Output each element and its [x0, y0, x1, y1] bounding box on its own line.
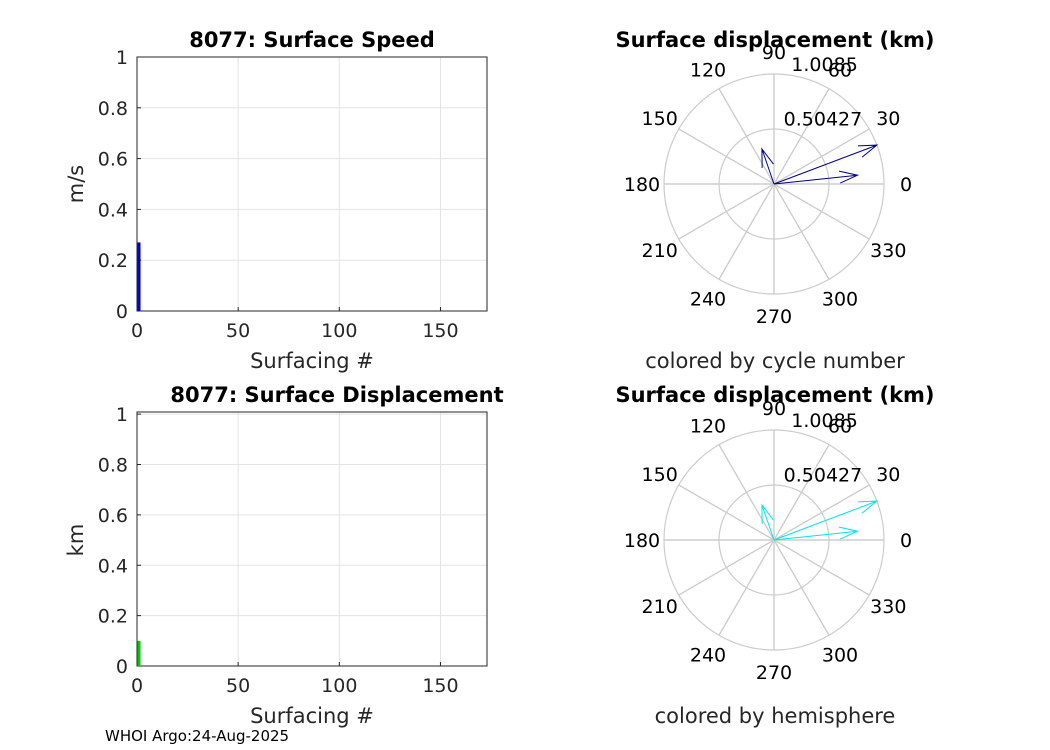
- speed-xlabel: Surfacing #: [250, 349, 374, 373]
- polar-cycle-title: Surface displacement (km): [615, 28, 934, 52]
- displacement-panel: 8077: Surface Displacement 0 50 100 150 0 0.2…: [64, 383, 504, 728]
- polar-angle-label: 240: [690, 288, 726, 310]
- displacement-ytick-label: 0.4: [98, 555, 128, 577]
- speed-ytick-label: 0.6: [98, 149, 128, 171]
- polar-ring-label: 0.50427: [784, 465, 863, 487]
- polar-cycle-plot: 0 30 60 90 120 150 180 210 240 270 300 330 0.50427 1.…: [624, 42, 912, 328]
- polar-hemisphere-plot: 0 30 60 90 120 150 180 210 240 270 300 330 0.50427 1.…: [624, 398, 912, 684]
- polar-arrow: [761, 503, 775, 541]
- displacement-xtick-label: 0: [131, 675, 143, 697]
- displacement-bars: [137, 640, 141, 666]
- speed-ytick-label: 0.8: [98, 98, 128, 120]
- speed-axes-box: [136, 56, 488, 312]
- displacement-ytick-label: 0.8: [98, 455, 128, 477]
- polar-angle-label: 0: [900, 174, 912, 196]
- speed-bars: [137, 242, 141, 311]
- polar-angle-label: 210: [642, 240, 678, 262]
- polar-angle-label: 60: [828, 416, 852, 438]
- polar-arrow: [773, 526, 860, 541]
- speed-panel: 8077: Surface Speed 0 50 100 15000.20.40.60…: [64, 28, 488, 373]
- polar-cycle-caption: colored by cycle number: [645, 349, 905, 373]
- polar-ring-label: 0.50427: [784, 109, 863, 131]
- polar-angle-label: 180: [624, 530, 660, 552]
- polar-arrow: [773, 500, 879, 541]
- polar-ring-label: 1.0085: [791, 54, 857, 76]
- speed-ticks: 0 50 100 150 0 0.2 0.4 0.6 0.8 1: [98, 47, 459, 342]
- speed-xtick-label: 50: [226, 320, 250, 342]
- polar-angle-label: 90: [762, 42, 786, 64]
- speed-xtick-label: 100: [321, 320, 357, 342]
- displacement-grid: [137, 412, 487, 666]
- displacement-ytick-label: 0.6: [98, 505, 128, 527]
- polar-angle-label: 240: [690, 644, 726, 666]
- polar-angle-label: 30: [876, 464, 900, 486]
- polar-angle-label: 150: [642, 108, 678, 130]
- displacement-ytick-label: 0.2: [98, 606, 128, 628]
- displacement-ylabel: km: [64, 524, 88, 557]
- polar-ring-label: 1.0085: [791, 410, 857, 432]
- speed-ytick-label: 1: [116, 47, 128, 69]
- displacement-axes-box: [136, 411, 488, 667]
- polar-angle-label: 300: [822, 644, 858, 666]
- polar-angle-label: 90: [762, 398, 786, 420]
- footer-credit: WHOI Argo:24-Aug-2025: [105, 727, 289, 745]
- speed-ytick-label: 0.4: [98, 199, 128, 221]
- polar-angle-label: 330: [870, 596, 906, 618]
- displacement-xtick-label: 100: [321, 675, 357, 697]
- displacement-title: 8077: Surface Displacement: [170, 383, 503, 407]
- polar-arrow: [761, 147, 775, 185]
- polar-cycle-panel: Surface displacement (km) 0 30 60 90 120 150 1…: [615, 28, 934, 373]
- speed-xtick-label: 0: [131, 320, 143, 342]
- displacement-bar: [137, 640, 141, 666]
- speed-grid: [137, 56, 487, 311]
- polar-angle-label: 300: [822, 288, 858, 310]
- speed-xtick-label: 150: [422, 320, 458, 342]
- polar-angle-label: 150: [642, 464, 678, 486]
- polar-angle-label: 210: [642, 596, 678, 618]
- speed-ylabel: m/s: [64, 165, 88, 203]
- polar-arrow: [773, 144, 879, 185]
- polar-arrow: [773, 170, 860, 185]
- displacement-ytick-label: 1: [116, 404, 128, 426]
- polar-angle-label: 0: [900, 530, 912, 552]
- polar-angle-label: 180: [624, 174, 660, 196]
- speed-ytick-label: 0.2: [98, 250, 128, 272]
- polar-angle-label: 270: [756, 662, 792, 684]
- polar-angle-label: 30: [876, 108, 900, 130]
- polar-angle-label: 120: [690, 416, 726, 438]
- displacement-xtick-label: 150: [422, 675, 458, 697]
- polar-angle-label: 60: [828, 60, 852, 82]
- displacement-ticks: 0 50 100 150 0 0.2 0.4 0.6 0.8 1: [98, 404, 459, 697]
- polar-angle-label: 120: [690, 60, 726, 82]
- polar-hemisphere-panel: Surface displacement (km) 0 30 60 90 120 150 1…: [615, 383, 934, 728]
- displacement-ytick-label: 0: [116, 656, 128, 678]
- speed-ytick-label: 0: [116, 301, 128, 323]
- displacement-xtick-label: 50: [226, 675, 250, 697]
- polar-angle-label: 270: [756, 306, 792, 328]
- polar-hemisphere-caption: colored by hemisphere: [655, 704, 896, 728]
- polar-angle-label: 330: [870, 240, 906, 262]
- speed-title: 8077: Surface Speed: [189, 28, 435, 52]
- speed-bar: [137, 242, 141, 311]
- polar-hemisphere-title: Surface displacement (km): [615, 383, 934, 407]
- displacement-xlabel: Surfacing #: [250, 704, 374, 728]
